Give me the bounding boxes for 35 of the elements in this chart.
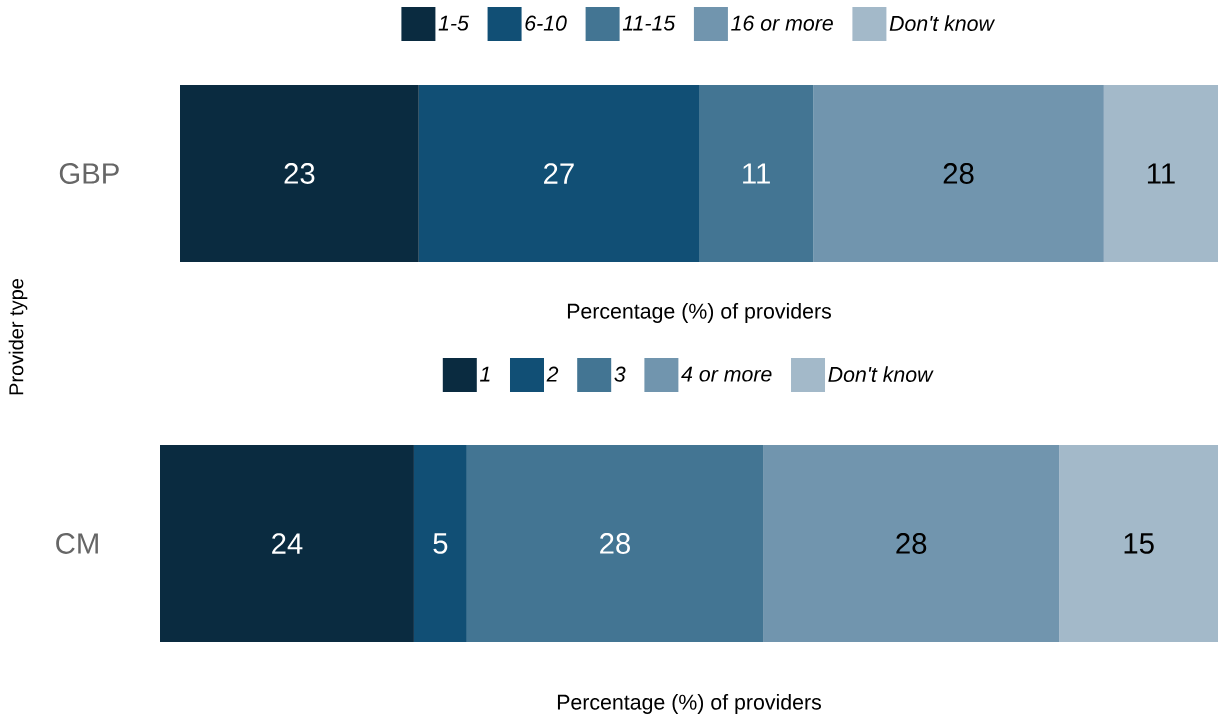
data-label: 5	[433, 533, 448, 554]
x-axis-title: Percentage (%) of providers	[557, 694, 821, 714]
legend-label: 16 or more	[731, 15, 833, 31]
x-axis-title: Percentage (%) of providers	[567, 303, 831, 323]
legend-label: Don't know	[889, 15, 996, 31]
y-axis-title: Provider type	[8, 279, 28, 395]
data-label: 11	[1147, 163, 1175, 184]
bar	[813, 84, 1104, 262]
data-label: 27	[544, 163, 574, 184]
bar	[160, 445, 414, 642]
legend-label: 1	[480, 366, 490, 382]
legend-label: 6-10	[525, 15, 567, 31]
bar	[763, 445, 1060, 642]
legend-label: 4 or more	[681, 366, 772, 382]
data-label: 28	[943, 163, 974, 184]
bar	[418, 84, 700, 262]
legend-label: 3	[614, 366, 626, 382]
bar	[1059, 445, 1219, 642]
bar	[413, 445, 467, 642]
bar	[466, 445, 764, 642]
data-label: 28	[896, 533, 927, 554]
y-tick-label: CM	[56, 533, 98, 554]
data-label: 15	[1124, 533, 1154, 554]
bar	[1103, 84, 1219, 262]
bar	[180, 84, 419, 262]
legend-label: 2	[546, 366, 559, 382]
bar	[699, 84, 814, 262]
data-label: 11	[743, 163, 770, 184]
legend-label: 11-15	[622, 15, 676, 31]
y-tick-label: GBP	[59, 163, 119, 184]
data-label: 24	[272, 533, 303, 554]
legend-label: 1-5	[438, 15, 469, 31]
legend-label: Don't know	[828, 366, 934, 382]
data-label: 23	[284, 163, 315, 184]
data-label: 28	[600, 533, 630, 554]
